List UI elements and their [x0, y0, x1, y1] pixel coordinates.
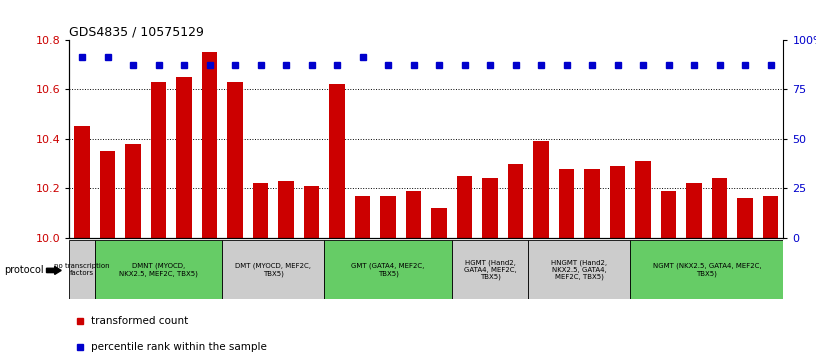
- Bar: [559, 168, 574, 238]
- Bar: [126, 144, 140, 238]
- Bar: [406, 191, 421, 238]
- Bar: [712, 179, 727, 238]
- Bar: [278, 181, 294, 238]
- Bar: [100, 151, 115, 238]
- Bar: [202, 52, 217, 238]
- Bar: [355, 196, 370, 238]
- Text: NGMT (NKX2.5, GATA4, MEF2C,
TBX5): NGMT (NKX2.5, GATA4, MEF2C, TBX5): [653, 262, 761, 277]
- FancyBboxPatch shape: [325, 240, 452, 299]
- Text: DMNT (MYOCD,
NKX2.5, MEF2C, TBX5): DMNT (MYOCD, NKX2.5, MEF2C, TBX5): [119, 262, 198, 277]
- FancyBboxPatch shape: [69, 240, 95, 299]
- Bar: [482, 179, 498, 238]
- FancyBboxPatch shape: [529, 240, 630, 299]
- Bar: [253, 183, 268, 238]
- Text: DMT (MYOCD, MEF2C,
TBX5): DMT (MYOCD, MEF2C, TBX5): [235, 262, 312, 277]
- Text: HGMT (Hand2,
GATA4, MEF2C,
TBX5): HGMT (Hand2, GATA4, MEF2C, TBX5): [463, 259, 517, 280]
- FancyBboxPatch shape: [452, 240, 529, 299]
- Bar: [330, 85, 344, 238]
- Text: GMT (GATA4, MEF2C,
TBX5): GMT (GATA4, MEF2C, TBX5): [352, 262, 425, 277]
- Text: no transcription
factors: no transcription factors: [55, 263, 110, 276]
- Text: percentile rank within the sample: percentile rank within the sample: [91, 342, 267, 352]
- Text: protocol: protocol: [4, 265, 44, 276]
- Bar: [661, 191, 676, 238]
- Bar: [151, 82, 166, 238]
- Text: HNGMT (Hand2,
NKX2.5, GATA4,
MEF2C, TBX5): HNGMT (Hand2, NKX2.5, GATA4, MEF2C, TBX5…: [552, 259, 607, 280]
- FancyBboxPatch shape: [630, 240, 783, 299]
- Bar: [304, 186, 319, 238]
- Bar: [432, 208, 447, 238]
- Bar: [380, 196, 396, 238]
- Bar: [738, 198, 753, 238]
- FancyBboxPatch shape: [222, 240, 325, 299]
- Bar: [176, 77, 192, 238]
- Bar: [584, 168, 600, 238]
- Bar: [508, 164, 523, 238]
- Bar: [636, 161, 651, 238]
- Text: GDS4835 / 10575129: GDS4835 / 10575129: [69, 26, 204, 39]
- Bar: [534, 141, 548, 238]
- Bar: [74, 126, 90, 238]
- FancyBboxPatch shape: [95, 240, 222, 299]
- Bar: [686, 183, 702, 238]
- Bar: [763, 196, 778, 238]
- Bar: [457, 176, 472, 238]
- Bar: [228, 82, 242, 238]
- Bar: [610, 166, 625, 238]
- Text: transformed count: transformed count: [91, 316, 188, 326]
